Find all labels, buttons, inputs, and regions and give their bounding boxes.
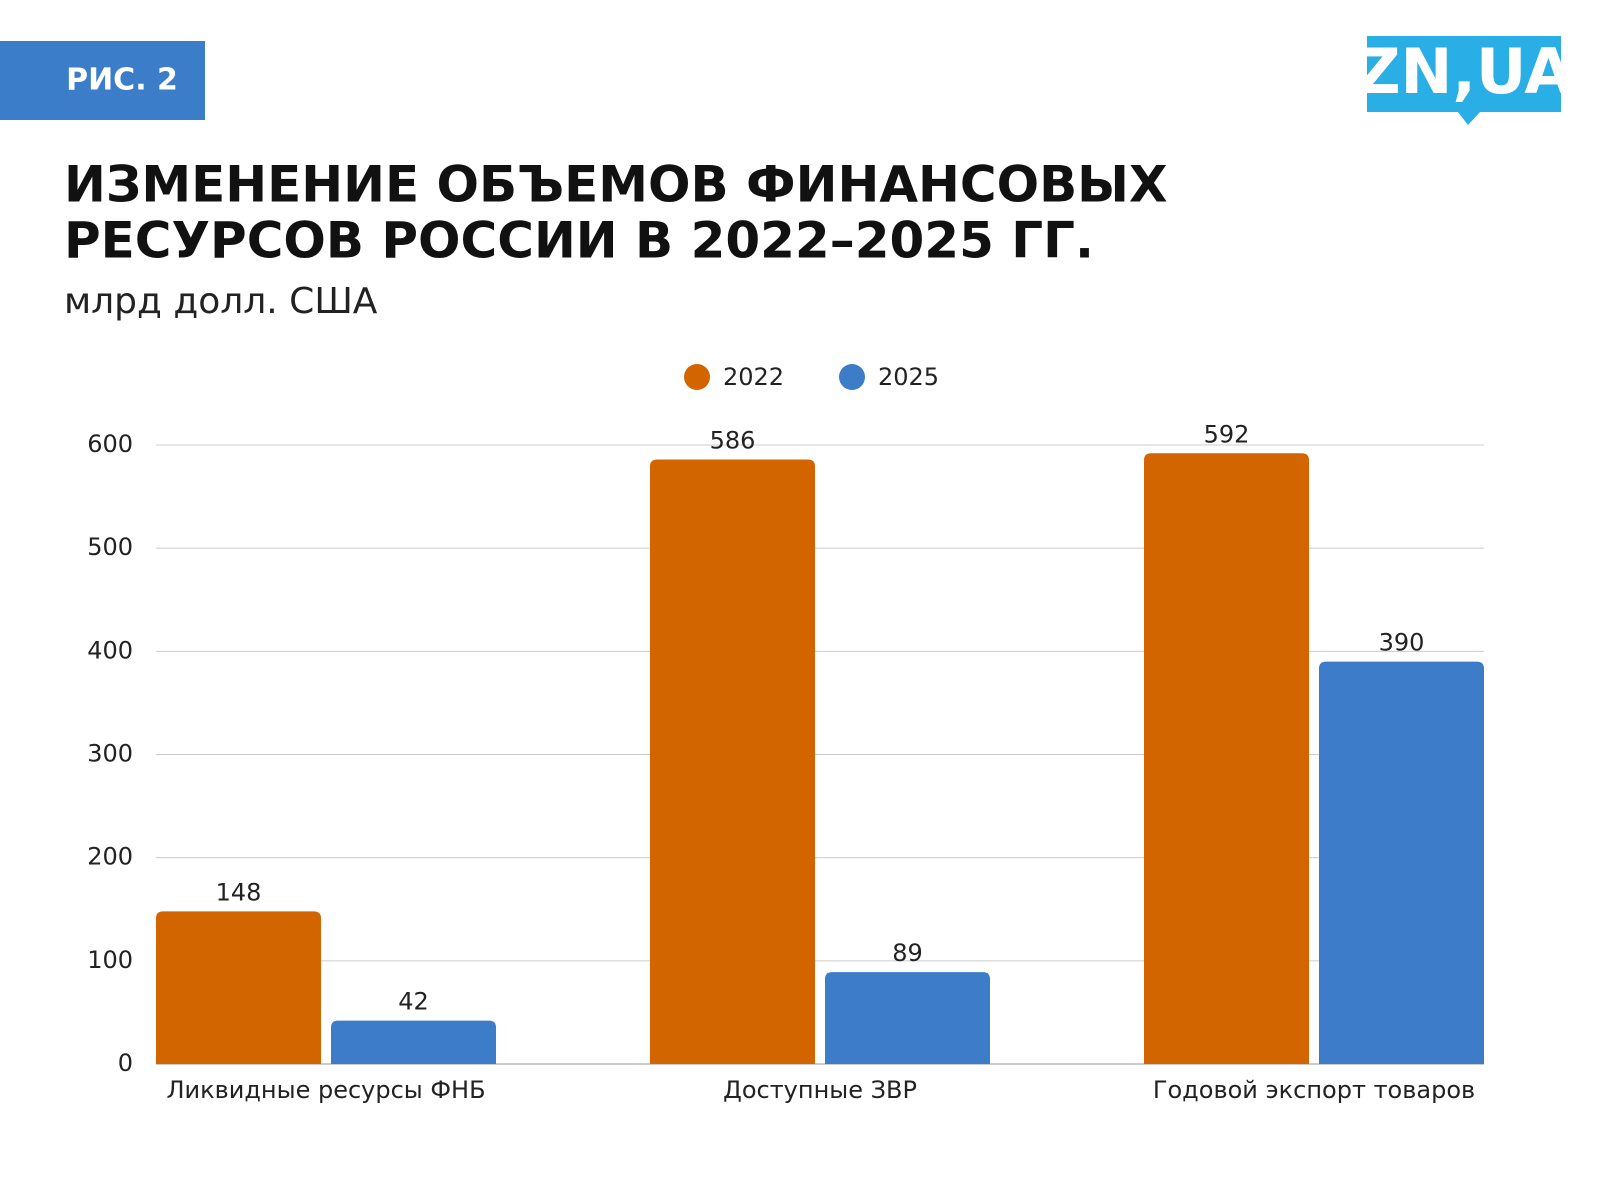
x-tick-label: Годовой экспорт товаров [1153,1076,1475,1104]
x-tick-label: Доступные ЗВР [723,1076,917,1104]
y-tick-label: 0 [118,1049,133,1077]
bar [156,911,321,1064]
y-tick-label: 200 [87,843,133,871]
legend-marker [839,364,865,390]
y-tick-label: 600 [87,430,133,458]
data-label: 148 [216,878,262,906]
legend-label: 2022 [723,363,784,391]
legend-label: 2025 [878,363,939,391]
y-tick-label: 500 [87,533,133,561]
data-label: 89 [892,939,923,967]
x-tick-label: Ликвидные ресурсы ФНБ [166,1076,485,1104]
y-tick-label: 100 [87,946,133,974]
y-tick-label: 300 [87,740,133,768]
badge-bg [0,41,205,120]
chart-title: ИЗМЕНЕНИЕ ОБЪЕМОВ ФИНАНСОВЫХ [64,156,1168,214]
bar [825,972,990,1064]
chart-title: РЕСУРСОВ РОССИИ В 2022–2025 ГГ. [64,212,1094,270]
data-label: 592 [1204,420,1250,448]
bar [1144,453,1309,1065]
logo-bg [1367,36,1561,125]
badge: РИС. 2 [66,63,178,98]
bar [331,1020,496,1064]
data-label: 586 [710,426,756,454]
y-tick-label: 400 [87,636,133,664]
data-label: 390 [1379,629,1425,657]
data-label: 42 [398,988,429,1016]
bar [1319,661,1484,1064]
logo: ZN,UA [1356,35,1573,108]
chart-subtitle: млрд долл. США [64,281,378,322]
legend-marker [684,364,710,390]
bar [650,459,815,1064]
